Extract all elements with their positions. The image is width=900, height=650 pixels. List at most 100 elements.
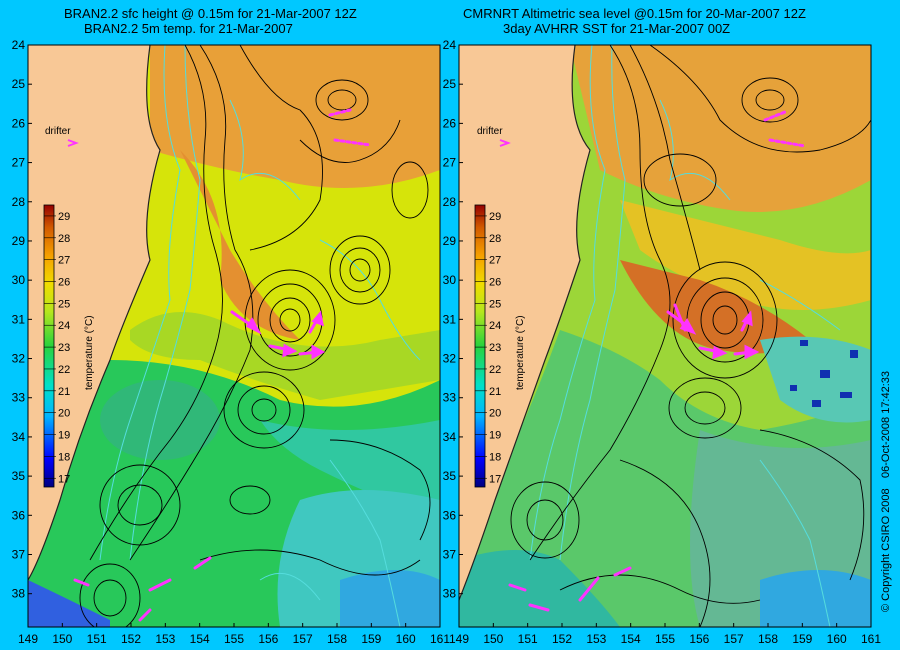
x-tick-label-L-7: 156	[258, 632, 278, 646]
x-tick-label-R-4: 153	[586, 632, 606, 646]
y-tick-label-L-2: 26	[12, 116, 26, 130]
y-tick-label-L-4: 28	[12, 195, 26, 209]
y-tick-label-L-7: 31	[12, 312, 26, 326]
y-tick-label-R-7: 31	[443, 312, 457, 326]
y-tick-label-R-9: 33	[443, 391, 457, 405]
right-drifter-legend-arrow	[499, 139, 511, 147]
left-drifter-tracks	[73, 108, 372, 622]
x-tick-label-L-4: 153	[155, 632, 175, 646]
y-tick-label-L-1: 25	[12, 77, 26, 91]
y-tick-label-R-10: 34	[443, 430, 457, 444]
colorbar-tick-L-12: 29	[58, 211, 70, 223]
colorbar-tick-R-3: 20	[489, 408, 501, 420]
right-drifter-label: drifter	[477, 126, 503, 137]
left-title-line1: BRAN2.2 sfc height @ 0.15m for 21-Mar-20…	[64, 6, 357, 21]
y-tick-label-L-10: 34	[12, 430, 26, 444]
y-tick-label-L-3: 27	[12, 156, 26, 170]
y-tick-label-R-1: 25	[443, 77, 457, 91]
left-colorbar	[43, 204, 55, 488]
colorbar-tick-R-1: 18	[489, 451, 501, 463]
x-tick-label-L-8: 157	[293, 632, 313, 646]
colorbar-tick-R-4: 21	[489, 386, 501, 398]
colorbar-tick-L-8: 25	[58, 298, 70, 310]
y-tick-label-R-2: 26	[443, 116, 457, 130]
y-tick-label-L-5: 29	[12, 234, 26, 248]
x-tick-label-R-2: 151	[518, 632, 538, 646]
left-colorbar-ticks: 17 18 19 20 21 22 23 24 25 26 27 28 29	[44, 211, 70, 485]
x-tick-label-L-1: 150	[52, 632, 72, 646]
x-tick-label-R-3: 152	[552, 632, 572, 646]
colorbar-tick-L-11: 28	[58, 233, 70, 245]
y-tick-label-L-8: 32	[12, 352, 26, 366]
x-tick-label-R-5: 154	[621, 632, 641, 646]
left-map	[28, 45, 440, 627]
y-tick-label-R-13: 37	[443, 547, 457, 561]
x-tick-label-L-6: 155	[224, 632, 244, 646]
x-tick-label-R-0: 149	[449, 632, 469, 646]
y-tick-label-L-0: 24	[12, 38, 26, 52]
x-tick-label-R-8: 157	[724, 632, 744, 646]
timestamp-credit: 06-Oct-2008 17:42:33	[880, 370, 892, 478]
right-colorbar	[474, 204, 486, 488]
x-tick-label-R-10: 159	[792, 632, 812, 646]
left-axes: 149 150 151 152 153 154 155 156 157 158 159 160 161 2…	[12, 38, 451, 646]
y-tick-label-L-6: 30	[12, 273, 26, 287]
colorbar-tick-L-0: 17	[58, 473, 70, 485]
colorbar-tick-R-8: 25	[489, 298, 501, 310]
x-tick-label-R-1: 150	[483, 632, 503, 646]
right-drifter-tracks	[508, 110, 807, 612]
colorbar-tick-L-6: 23	[58, 342, 70, 354]
x-tick-label-L-10: 159	[361, 632, 381, 646]
x-tick-label-R-7: 156	[689, 632, 709, 646]
colorbar-tick-R-11: 28	[489, 233, 501, 245]
x-tick-label-L-5: 154	[190, 632, 210, 646]
x-tick-label-L-0: 149	[18, 632, 38, 646]
right-map	[459, 45, 871, 627]
colorbar-tick-L-10: 27	[58, 255, 70, 267]
colorbar-tick-L-9: 26	[58, 277, 70, 289]
cloud-gaps	[790, 340, 858, 407]
colorbar-tick-R-7: 24	[489, 320, 501, 332]
y-tick-label-L-12: 36	[12, 508, 26, 522]
colorbar-tick-R-0: 17	[489, 473, 501, 485]
y-tick-label-R-4: 28	[443, 195, 457, 209]
x-tick-label-L-11: 160	[396, 632, 416, 646]
y-tick-label-L-9: 33	[12, 391, 26, 405]
x-tick-label-L-12: 161	[430, 632, 450, 646]
right-title-line2: 3day AVHRR SST for 21-Mar-2007 00Z	[503, 21, 731, 36]
x-tick-label-R-11: 160	[827, 632, 847, 646]
colorbar-tick-L-5: 22	[58, 364, 70, 376]
y-tick-label-R-0: 24	[443, 38, 457, 52]
y-tick-label-R-5: 29	[443, 234, 457, 248]
y-tick-label-L-14: 38	[12, 587, 26, 601]
copyright-credit: © Copyright CSIRO 2008	[880, 488, 892, 612]
y-tick-label-R-12: 36	[443, 508, 457, 522]
colorbar-tick-R-6: 23	[489, 342, 501, 354]
colorbar-tick-L-1: 18	[58, 451, 70, 463]
right-axes: 149 150 151 152 153 154 155 156 157 158 159 160 161 2…	[443, 38, 882, 646]
x-tick-label-L-9: 158	[327, 632, 347, 646]
colorbar-tick-R-12: 29	[489, 211, 501, 223]
y-tick-label-R-6: 30	[443, 273, 457, 287]
colorbar-tick-R-9: 26	[489, 277, 501, 289]
colorbar-tick-L-4: 21	[58, 386, 70, 398]
colorbar-tick-R-2: 19	[489, 430, 501, 442]
x-tick-label-R-12: 161	[861, 632, 881, 646]
right-title-line1: CMRNRT Altimetric sea level @0.15m for 2…	[463, 6, 806, 21]
y-tick-label-L-13: 37	[12, 547, 26, 561]
y-tick-label-R-11: 35	[443, 469, 457, 483]
right-colorbar-ticks: 17 18 19 20 21 22 23 24 25 26 27 28 29	[475, 211, 501, 485]
y-tick-label-L-11: 35	[12, 469, 26, 483]
x-tick-label-R-9: 158	[758, 632, 778, 646]
x-tick-label-L-2: 151	[87, 632, 107, 646]
y-tick-label-R-8: 32	[443, 352, 457, 366]
y-tick-label-R-14: 38	[443, 587, 457, 601]
left-title-line2: BRAN2.2 5m temp. for 21-Mar-2007	[84, 21, 293, 36]
colorbar-tick-L-7: 24	[58, 320, 70, 332]
colorbar-tick-L-2: 19	[58, 430, 70, 442]
colorbar-tick-R-5: 22	[489, 364, 501, 376]
left-colorbar-label: temperature (°C)	[84, 315, 95, 390]
left-drifter-label: drifter	[45, 126, 71, 137]
x-tick-label-L-3: 152	[121, 632, 141, 646]
